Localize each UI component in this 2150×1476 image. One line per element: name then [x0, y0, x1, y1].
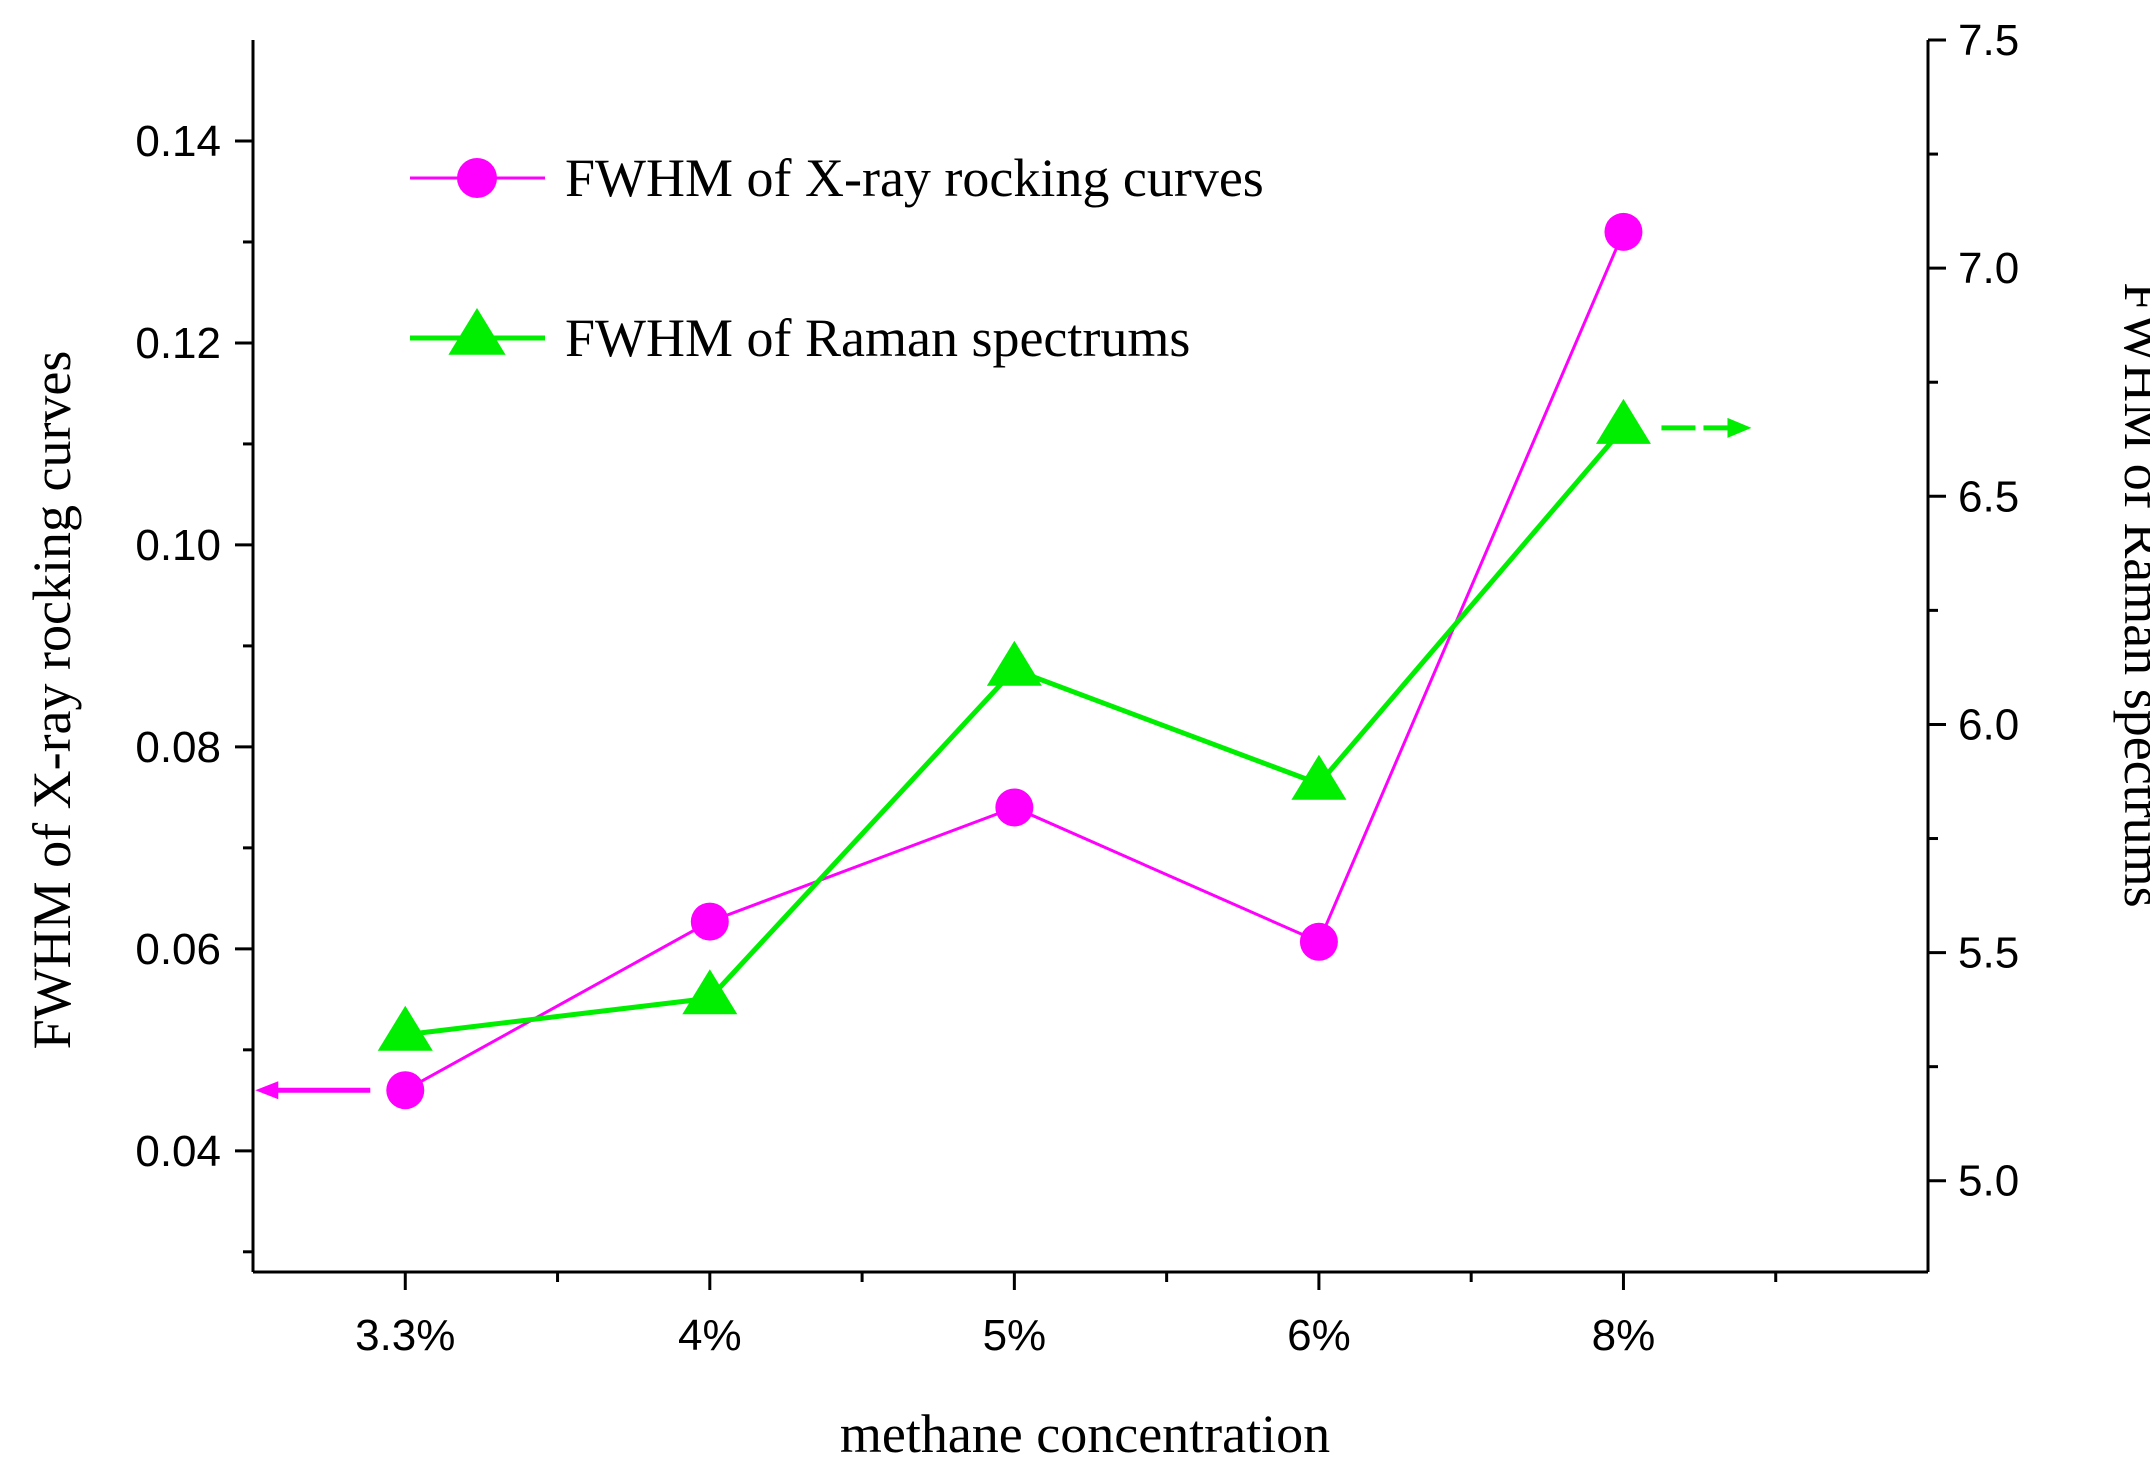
raman-data-point [986, 640, 1042, 686]
right-axis-arrow-head [1727, 417, 1752, 438]
x-axis: 3.3% 4% 5% 6% 8% [355, 1272, 1778, 1360]
y-right-tick-label: 7.0 [1958, 244, 2019, 293]
x-tick-label: 6% [1287, 1311, 1351, 1360]
y-left-tick-label: 0.04 [135, 1127, 221, 1176]
raman-data-point [377, 1005, 433, 1051]
xray-data-point [690, 902, 729, 941]
legend-label: FWHM of Raman spectrums [565, 308, 1190, 368]
raman-data-point [1291, 754, 1347, 800]
y-right-tick-label: 7.5 [1958, 16, 2019, 65]
xray-data-point [1604, 212, 1643, 251]
axis-indicator-arrows [255, 417, 1752, 1100]
legend: FWHM of X-ray rocking curves FWHM of Rama… [410, 148, 1264, 368]
legend-label: FWHM of X-ray rocking curves [565, 148, 1264, 208]
xray-data-point [386, 1071, 425, 1110]
y-left-tick-label: 0.10 [135, 521, 221, 570]
legend-triangle-marker [448, 308, 506, 355]
y-right-tick-label: 6.5 [1958, 472, 2019, 521]
x-tick-label: 5% [983, 1311, 1047, 1360]
y-left-tick-label: 0.12 [135, 319, 221, 368]
y-axis-left-title: FWHM of X-ray rocking curves [22, 351, 82, 1050]
x-tick-label: 8% [1592, 1311, 1656, 1360]
plot-frame [251, 40, 1930, 1274]
raman-data-point [682, 969, 738, 1015]
y-right-tick-label: 5.5 [1958, 929, 2019, 978]
xray-data-point [995, 788, 1034, 827]
x-axis-title: methane concentration [840, 1404, 1330, 1464]
legend-circle-marker [457, 158, 497, 198]
y-left-tick-label: 0.08 [135, 723, 221, 772]
y-right-tick-label: 6.0 [1958, 700, 2019, 749]
y-axis-right: 5.0 5.5 6.0 6.5 7.0 7.5 [1928, 16, 2019, 1206]
y-axis-left: 0.04 0.06 0.08 0.10 0.12 0.14 [135, 117, 253, 1254]
y-left-tick-label: 0.14 [135, 117, 221, 166]
xray-data-point [1299, 922, 1338, 961]
y-right-tick-label: 5.0 [1958, 1157, 2019, 1206]
raman-series-line [404, 426, 1626, 1038]
series-layer [377, 212, 1651, 1110]
x-tick-label: 3.3% [355, 1311, 455, 1360]
x-tick-label: 4% [678, 1311, 742, 1360]
y-left-tick-label: 0.06 [135, 925, 221, 974]
raman-data-point [1595, 398, 1651, 444]
left-axis-arrow-head [255, 1081, 279, 1100]
y-axis-right-title: FWHM of Raman spectrums [2113, 282, 2150, 907]
